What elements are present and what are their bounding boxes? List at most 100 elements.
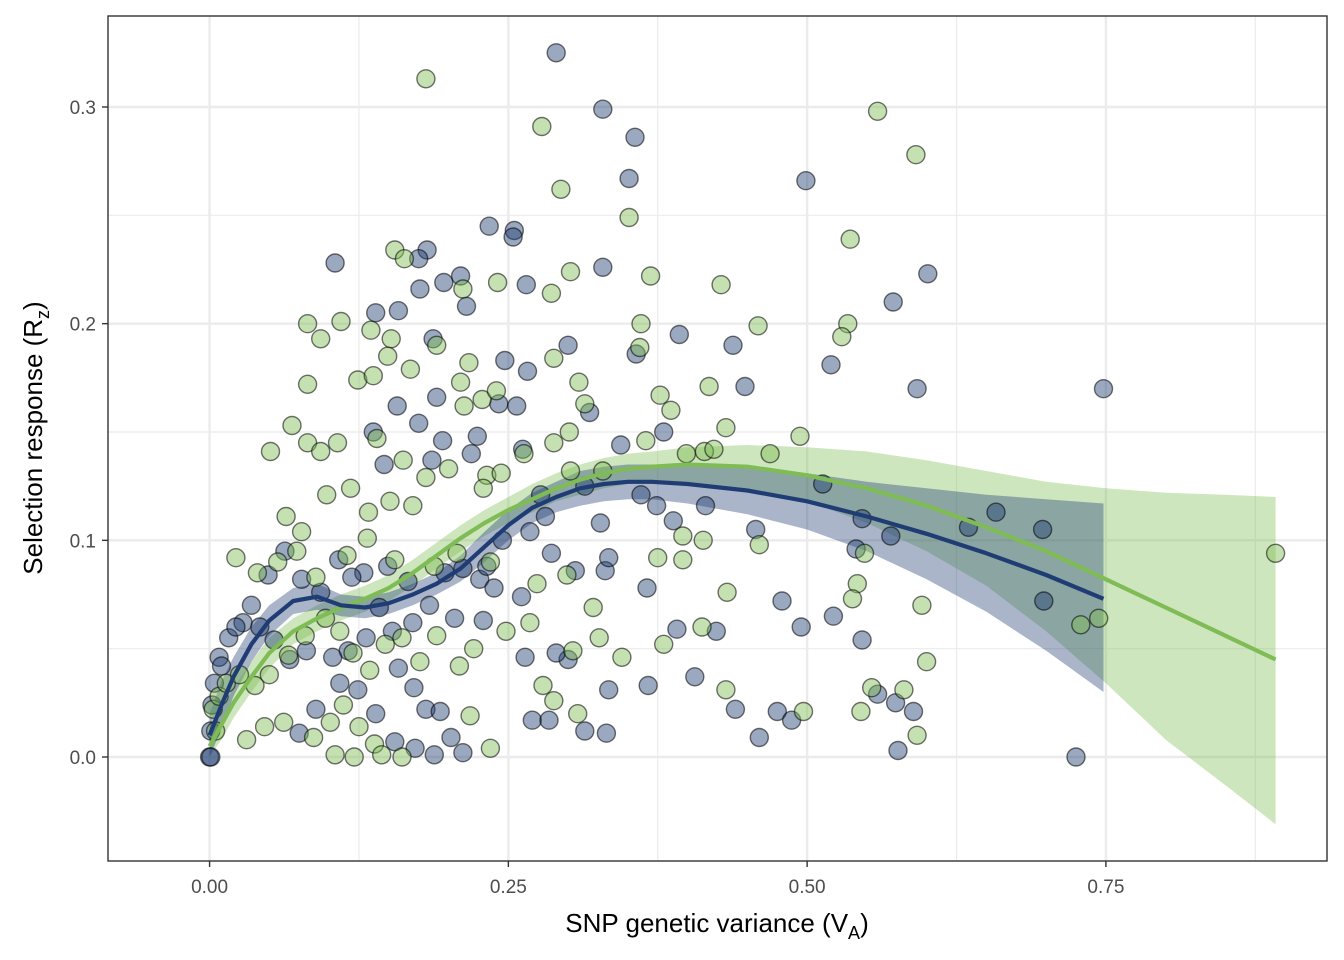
data-point bbox=[331, 311, 351, 332]
data-point bbox=[388, 301, 409, 321]
data-point bbox=[268, 552, 288, 572]
data-point bbox=[303, 727, 324, 748]
smooth-line bbox=[207, 462, 1277, 748]
data-point bbox=[306, 699, 326, 719]
data-point bbox=[1265, 543, 1286, 563]
x-axis-title-main: SNP genetic variance (V bbox=[565, 908, 848, 938]
data-point bbox=[344, 747, 364, 767]
data-point bbox=[625, 127, 645, 148]
data-point bbox=[416, 699, 436, 719]
data-point bbox=[790, 426, 810, 446]
data-point bbox=[903, 701, 924, 722]
data-point bbox=[749, 535, 769, 555]
data-point bbox=[544, 691, 564, 711]
data-point bbox=[486, 381, 507, 401]
data-point bbox=[416, 467, 436, 488]
data-point bbox=[569, 372, 589, 392]
data-point bbox=[840, 229, 860, 249]
smooth-line bbox=[207, 479, 1105, 737]
data-point bbox=[888, 740, 908, 761]
data-point bbox=[575, 721, 595, 741]
data-point bbox=[385, 550, 405, 570]
panel-border bbox=[107, 15, 1328, 862]
data-point bbox=[793, 701, 814, 722]
data-point bbox=[366, 303, 386, 323]
data-point bbox=[393, 450, 413, 470]
data-point bbox=[692, 617, 712, 637]
data-point bbox=[883, 292, 903, 312]
data-point bbox=[404, 678, 424, 698]
data-point bbox=[559, 422, 579, 442]
data-point bbox=[637, 578, 657, 598]
data-point bbox=[450, 372, 471, 392]
data-point bbox=[422, 450, 442, 470]
x-axis-title-close: ) bbox=[860, 908, 869, 938]
data-point bbox=[403, 613, 423, 633]
data-point bbox=[218, 628, 239, 648]
data-point bbox=[611, 435, 631, 455]
data-point bbox=[449, 656, 470, 676]
x-tick-label: 0.50 bbox=[789, 877, 826, 898]
data-point bbox=[441, 727, 461, 748]
data-point bbox=[226, 548, 246, 568]
data-point bbox=[297, 374, 318, 394]
data-point bbox=[226, 617, 246, 637]
data-point bbox=[374, 454, 394, 475]
data-point bbox=[278, 645, 299, 665]
data-point bbox=[654, 422, 674, 442]
data-point bbox=[473, 610, 493, 631]
data-point bbox=[560, 461, 581, 481]
data-point bbox=[560, 262, 581, 282]
confidence-ribbons bbox=[209, 445, 1276, 825]
data-point bbox=[460, 706, 480, 726]
data-point bbox=[767, 701, 787, 722]
data-point bbox=[631, 314, 651, 334]
data-point bbox=[325, 253, 345, 273]
data-point bbox=[381, 329, 401, 349]
data-point bbox=[311, 441, 331, 462]
data-point bbox=[650, 385, 670, 405]
data-point bbox=[254, 717, 275, 737]
data-point bbox=[241, 595, 262, 615]
data-point bbox=[711, 275, 731, 295]
data-point bbox=[558, 335, 578, 355]
data-point bbox=[354, 563, 374, 583]
data-point bbox=[378, 346, 398, 366]
data-point bbox=[541, 543, 562, 563]
data-point bbox=[291, 569, 312, 589]
data-point bbox=[796, 170, 816, 191]
data-point bbox=[589, 628, 609, 648]
data-point bbox=[599, 680, 619, 700]
data-point bbox=[557, 565, 577, 585]
data-point bbox=[495, 350, 515, 371]
data-point bbox=[480, 552, 501, 572]
data-point bbox=[467, 426, 487, 446]
data-point bbox=[473, 478, 493, 498]
smooth-lines bbox=[207, 462, 1277, 748]
data-point bbox=[906, 144, 926, 165]
data-point bbox=[343, 643, 363, 663]
data-point bbox=[380, 491, 400, 511]
data-point bbox=[297, 314, 318, 334]
data-point bbox=[1034, 591, 1054, 611]
data-point bbox=[854, 543, 875, 563]
data-point bbox=[348, 370, 368, 390]
plot-background bbox=[108, 16, 1327, 861]
data-point bbox=[394, 249, 415, 269]
data-point bbox=[748, 316, 768, 336]
y-axis-title-main: Selection response (R bbox=[18, 319, 48, 575]
data-point bbox=[276, 506, 296, 527]
data-point bbox=[593, 257, 613, 277]
data-point bbox=[648, 548, 668, 568]
y-axis-title-subscript: z bbox=[33, 310, 53, 319]
data-point bbox=[551, 179, 571, 200]
data-point bbox=[372, 745, 392, 765]
data-point bbox=[1066, 747, 1086, 767]
data-point bbox=[464, 639, 484, 659]
data-point bbox=[546, 643, 566, 663]
data-point bbox=[392, 747, 412, 767]
data-point bbox=[533, 675, 553, 696]
data-point bbox=[527, 574, 547, 594]
data-point bbox=[333, 695, 354, 715]
